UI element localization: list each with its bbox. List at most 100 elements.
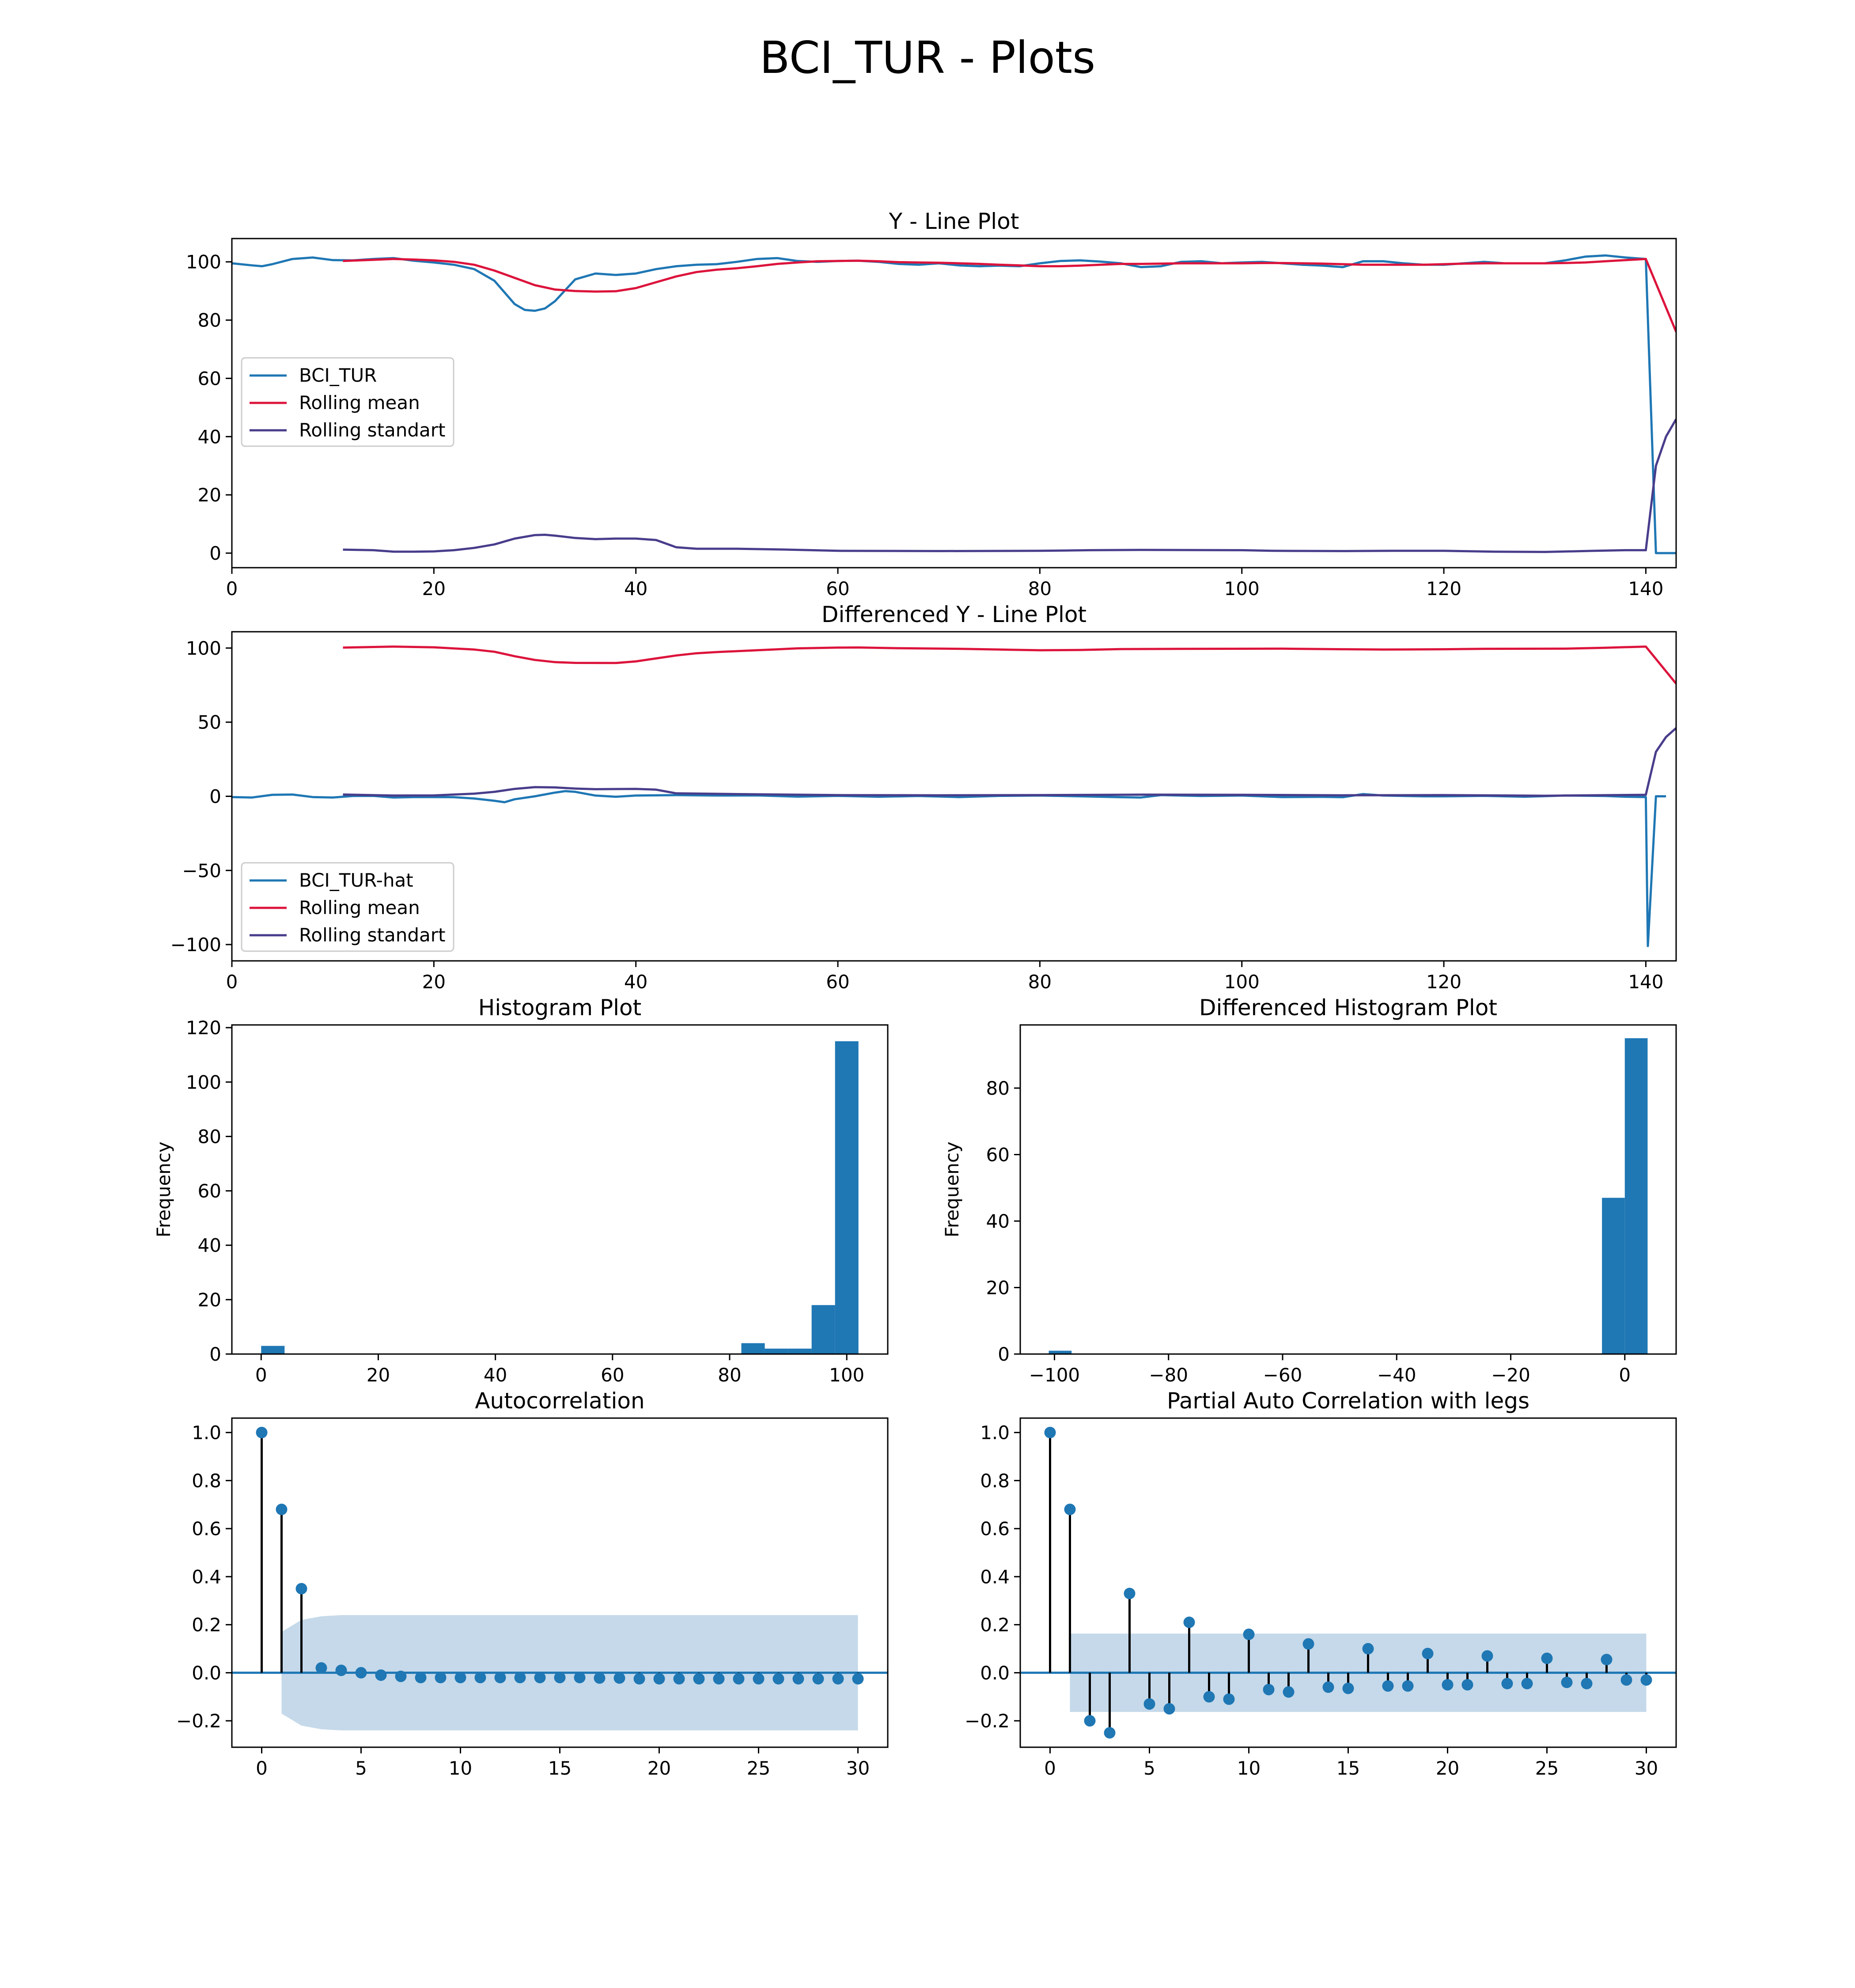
pacf-point-2 xyxy=(1084,1715,1096,1727)
acf-point-12 xyxy=(494,1672,506,1684)
acf-point-21 xyxy=(673,1673,685,1685)
acf-point-9 xyxy=(435,1672,447,1684)
pacf-ytick-label: 0.8 xyxy=(980,1470,1010,1491)
diff_line-axes: 0 20 40 60 80 100 120 140 −100 −50 0 50 100 Differenc… xyxy=(170,602,1677,993)
pacf-point-1 xyxy=(1064,1503,1076,1515)
diff_hist-xtick-label: −100 xyxy=(1029,1364,1080,1386)
acf-point-17 xyxy=(594,1672,606,1684)
y_line-xtick-label: 20 xyxy=(422,578,446,599)
hist-bar-5 xyxy=(835,1041,859,1354)
pacf-point-9 xyxy=(1223,1693,1235,1705)
acf-xtick-label: 30 xyxy=(846,1757,870,1779)
pacf-point-30 xyxy=(1640,1674,1652,1686)
hist-ytick-label: 80 xyxy=(198,1126,221,1147)
acf-ytick-label: −0.2 xyxy=(176,1710,221,1732)
pacf-xtick-label: 15 xyxy=(1336,1757,1360,1779)
pacf-xtick-label: 20 xyxy=(1436,1757,1459,1779)
acf-point-8 xyxy=(415,1672,427,1684)
acf-point-6 xyxy=(375,1669,387,1681)
acf-point-16 xyxy=(574,1672,586,1684)
pacf-point-12 xyxy=(1283,1686,1295,1698)
hist-xtick-label: 60 xyxy=(601,1364,624,1386)
diff_line-legend-box xyxy=(241,862,454,952)
y_line-ytick-label: 20 xyxy=(198,484,221,506)
diff_hist-ytick-label: 40 xyxy=(986,1210,1010,1232)
y_line-xtick-label: 40 xyxy=(624,578,647,599)
diff_line-legend-label-1: Rolling mean xyxy=(299,897,420,918)
diff_line-xtick-label: 80 xyxy=(1028,971,1052,993)
diff_line-xtick-label: 100 xyxy=(1224,971,1260,993)
pacf-xtick-label: 25 xyxy=(1535,1757,1559,1779)
pacf-ytick-label: 0.6 xyxy=(980,1518,1010,1540)
diff_line-series-2-line xyxy=(343,727,1676,797)
pacf-ytick-label: 0.2 xyxy=(980,1614,1010,1636)
acf-point-10 xyxy=(454,1672,466,1684)
hist-title: Histogram Plot xyxy=(478,995,642,1021)
diff_hist-ytick-label: 0 xyxy=(998,1343,1010,1365)
diff_hist-title: Differenced Histogram Plot xyxy=(1199,995,1497,1021)
acf-title: Autocorrelation xyxy=(475,1388,644,1414)
pacf-point-24 xyxy=(1521,1677,1533,1689)
pacf-point-18 xyxy=(1402,1680,1414,1692)
acf-point-5 xyxy=(355,1667,367,1679)
acf-point-0 xyxy=(256,1427,268,1438)
pacf-xtick-label: 10 xyxy=(1237,1757,1261,1779)
hist-ytick-label: 100 xyxy=(186,1071,221,1093)
hist-ytick-label: 120 xyxy=(186,1017,221,1039)
pacf-point-20 xyxy=(1442,1679,1454,1691)
diff_line-legend-label-2: Rolling standart xyxy=(299,924,445,946)
pacf-point-10 xyxy=(1243,1628,1255,1640)
y_line-legend-label-2: Rolling standart xyxy=(299,419,445,441)
pacf-point-27 xyxy=(1581,1677,1593,1689)
hist-bar-2 xyxy=(765,1348,788,1354)
hist-xtick-label: 80 xyxy=(718,1364,741,1386)
diff_hist-xtick-label: −40 xyxy=(1377,1364,1416,1386)
y_line-xtick-label: 0 xyxy=(226,578,238,599)
y_line-legend-box xyxy=(241,357,454,447)
y_line-ytick-label: 60 xyxy=(198,368,221,389)
pacf-ytick-label: 1.0 xyxy=(980,1422,1010,1444)
pacf-point-25 xyxy=(1541,1652,1553,1664)
diff_line-ytick-label: −100 xyxy=(170,934,221,956)
diff_hist-xtick-label: 0 xyxy=(1619,1364,1631,1386)
diff_hist-axes: −100 −80 −60 −40 −20 0 0 20 40 60 80 Differenced Hi… xyxy=(941,995,1677,1386)
acf-xtick-label: 25 xyxy=(747,1757,770,1779)
pacf-point-15 xyxy=(1342,1682,1354,1694)
acf-ytick-label: 0.4 xyxy=(192,1566,221,1588)
diff_line-plot-area xyxy=(232,645,1676,947)
pacf-point-4 xyxy=(1124,1587,1136,1599)
hist-bar-3 xyxy=(788,1348,812,1354)
hist-bar-1 xyxy=(741,1343,765,1354)
diff_line-xtick-label: 60 xyxy=(826,971,849,993)
y_line-legend: BCI_TUR Rolling mean Rolling standart xyxy=(241,357,454,447)
hist-axes: 0 20 40 60 80 100 0 20 40 60 80 100 120 Histogram Plo… xyxy=(153,995,889,1386)
y_line-title: Y - Line Plot xyxy=(889,209,1019,234)
acf-point-18 xyxy=(613,1672,625,1684)
diff_line-series-1-line xyxy=(343,645,1676,685)
acf-point-27 xyxy=(792,1673,804,1685)
pacf-point-3 xyxy=(1104,1727,1116,1739)
pacf-ytick-label: −0.2 xyxy=(965,1710,1010,1732)
acf-point-30 xyxy=(852,1673,864,1685)
pacf-title: Partial Auto Correlation with legs xyxy=(1167,1388,1529,1414)
pacf-point-23 xyxy=(1501,1677,1513,1689)
y_line-xtick-label: 120 xyxy=(1426,578,1461,599)
acf-point-4 xyxy=(335,1664,347,1676)
acf-axes: 0 5 10 15 20 25 30 −0.2 0.0 0.2 0.4 0.6 0.8 1.0 Autoco… xyxy=(176,1388,889,1779)
pacf-point-26 xyxy=(1561,1677,1573,1688)
diff_hist-ytick-label: 80 xyxy=(986,1077,1010,1099)
diff_line-xtick-label: 120 xyxy=(1426,971,1461,993)
diff_hist-bar-2 xyxy=(1624,1038,1648,1354)
diff_line-legend-label-0: BCI_TUR-hat xyxy=(299,869,413,891)
acf-point-20 xyxy=(653,1673,665,1685)
pacf-point-7 xyxy=(1183,1616,1195,1628)
y_line-plot-area xyxy=(232,254,1676,554)
hist-ytick-label: 20 xyxy=(198,1289,221,1311)
pacf-point-8 xyxy=(1203,1691,1215,1703)
acf-point-3 xyxy=(315,1662,327,1674)
pacf-xtick-label: 30 xyxy=(1635,1757,1658,1779)
hist-xtick-label: 40 xyxy=(484,1364,507,1386)
diff_line-xtick-label: 140 xyxy=(1628,971,1663,993)
acf-point-26 xyxy=(772,1673,784,1685)
y_line-ytick-label: 100 xyxy=(186,251,221,273)
